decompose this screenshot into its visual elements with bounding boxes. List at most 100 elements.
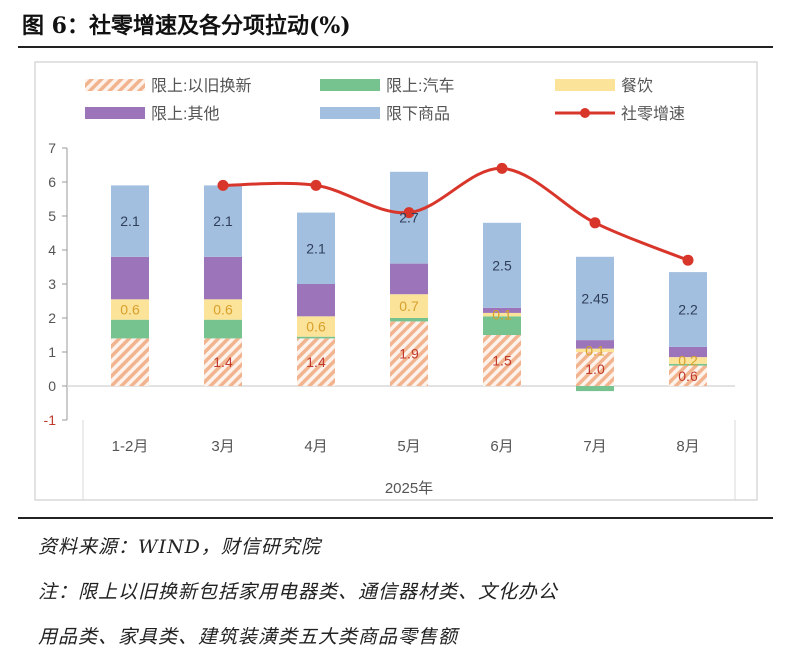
- data-label: 2.5: [492, 257, 512, 273]
- bar-segment: [297, 336, 335, 339]
- bar-segment: [390, 321, 428, 386]
- legend-label: 限上:其他: [151, 105, 219, 123]
- legend-label: 限上:汽车: [386, 77, 454, 95]
- bar-segment: [483, 312, 521, 317]
- bar-segment: [111, 319, 149, 339]
- y-tick-label: 7: [48, 140, 56, 156]
- x-tick-label: 4月: [304, 438, 327, 455]
- x-tick-label: 8月: [676, 438, 699, 455]
- x-tick-label: 3月: [211, 438, 234, 455]
- x-tick-label: 5月: [397, 438, 420, 455]
- y-tick-label: 3: [48, 276, 56, 292]
- bar-segment: [576, 386, 614, 392]
- y-tick-label: -1: [44, 412, 57, 428]
- bar-segment: [204, 338, 242, 386]
- data-label: 1.5: [492, 353, 512, 369]
- legend-label: 餐饮: [621, 77, 653, 95]
- bar-segment: [390, 318, 428, 322]
- bar-segment: [669, 346, 707, 358]
- y-tick-label: 4: [48, 242, 56, 258]
- legend-swatch: [320, 79, 380, 91]
- bar-segment: [390, 294, 428, 318]
- x-tick-label: 7月: [583, 438, 606, 455]
- line-point: [682, 254, 694, 266]
- legend-label: 限上:以旧换新: [151, 77, 251, 95]
- y-tick-label: 0: [48, 378, 56, 394]
- data-label: 2.2: [678, 302, 698, 318]
- line-point: [403, 207, 415, 219]
- bar-segment: [111, 185, 149, 257]
- legend-swatch: [85, 107, 145, 119]
- line-series: [217, 162, 694, 266]
- bar-segment: [390, 263, 428, 295]
- data-label: 0.1: [585, 342, 605, 358]
- data-label: 0.6: [678, 368, 698, 384]
- legend-label: 限下商品: [386, 105, 450, 123]
- line-point: [217, 179, 229, 191]
- data-labels: 0.6 2.1 1.4 0.6 2.1 1.4 0.6 2.1 1.9 0.7 2.7 1.5 0.1 2…: [120, 210, 698, 384]
- line-path: [222, 166, 689, 262]
- note-line-1: 注：限上以旧换新包括家用电器类、通信器材类、文化办公: [38, 581, 559, 603]
- data-label: 0.6: [306, 319, 326, 335]
- bottom-rule: [18, 517, 773, 519]
- data-label: 2.1: [306, 240, 326, 256]
- top-rule: [18, 46, 773, 48]
- y-tick-label: 1: [48, 344, 56, 360]
- bar-segment: [669, 365, 707, 386]
- data-label: 2.1: [213, 213, 233, 229]
- data-label: 0.6: [213, 302, 233, 318]
- legend-label: 社零增速: [621, 105, 685, 123]
- bar-segment: [204, 185, 242, 257]
- bar-segment: [204, 299, 242, 320]
- bar-segment: [297, 338, 335, 386]
- data-label: 0.2: [678, 353, 698, 369]
- data-label: 2.45: [581, 290, 608, 306]
- data-label: 2.1: [120, 213, 140, 229]
- bar-segment: [483, 307, 521, 313]
- bar-segment: [669, 272, 707, 347]
- bar-segment: [669, 357, 707, 364]
- legend-swatch: [85, 79, 145, 91]
- x-tick-label: 1-2月: [112, 438, 149, 455]
- bar-segment: [483, 222, 521, 308]
- source-text: 资料来源：WIND，财信研究院: [38, 536, 321, 558]
- bars: [111, 171, 707, 392]
- legend-swatch-marker: [580, 108, 590, 118]
- bar-segment: [204, 319, 242, 339]
- bar-segment: [576, 256, 614, 341]
- note-line-2: 用品类、家具类、建筑装潢类五大类商品零售额: [38, 626, 459, 648]
- bar-segment: [297, 212, 335, 284]
- legend-swatch: [320, 107, 380, 119]
- bar-segment: [111, 338, 149, 386]
- y-tick-label: 5: [48, 208, 56, 224]
- figure-title: 图 6：社零增速及各分项拉动(%): [22, 13, 351, 39]
- bar-segment: [576, 340, 614, 349]
- line-point: [496, 162, 508, 174]
- bar-segment: [297, 284, 335, 317]
- bar-segment: [111, 299, 149, 320]
- bar-segment: [483, 335, 521, 386]
- bar-segment: [111, 256, 149, 300]
- chart-frame: [34, 61, 758, 501]
- axes: -1 0 1 2 3 4 5 6 7 1-2月 3月 4月 5月 6月 7月 8月: [44, 140, 736, 500]
- data-label: 1.4: [306, 354, 326, 370]
- data-label: 1.4: [213, 354, 233, 370]
- y-tick-label: 6: [48, 174, 56, 190]
- legend-swatch: [555, 79, 615, 91]
- data-label: 0.6: [120, 302, 140, 318]
- bar-segment: [483, 316, 521, 335]
- x-tick-label: 6月: [490, 438, 513, 455]
- data-label: 2.7: [399, 210, 419, 226]
- line-point: [589, 217, 601, 229]
- bar-segment: [204, 256, 242, 300]
- data-label: 1.0: [585, 361, 605, 377]
- bar-segment: [576, 352, 614, 386]
- bar-segment: [576, 348, 614, 352]
- data-label: 0.7: [399, 298, 419, 314]
- x-axis-title: 2025年: [385, 480, 433, 497]
- bar-segment: [669, 363, 707, 366]
- data-label: 1.9: [399, 346, 419, 362]
